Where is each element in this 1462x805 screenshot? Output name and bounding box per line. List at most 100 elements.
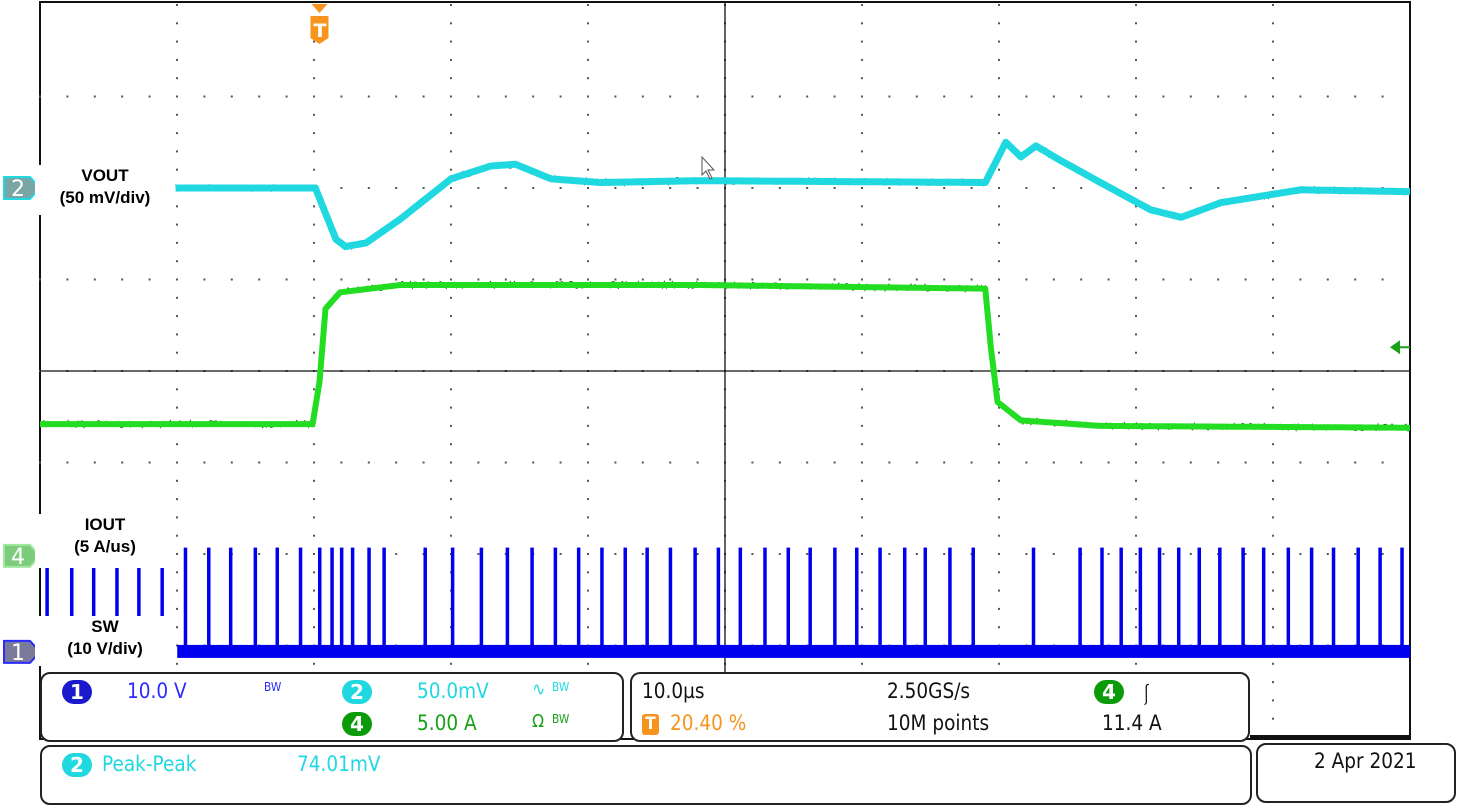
grid-dot [1244,187,1247,189]
grid-dot [998,516,1000,519]
ch2-badge[interactable]: 2 [342,680,372,704]
grid-dot [696,95,699,98]
grid-dot [998,223,1000,226]
iout-trace [39,282,1411,431]
grid-dot [861,58,863,61]
grid-dot [587,589,589,592]
grid-dot [313,315,315,318]
grid-dot [998,424,1000,427]
grid-dot [1135,333,1137,336]
grid-dot [587,479,589,482]
grid-dot [1135,58,1137,61]
sw-pulse [367,547,371,652]
sample-rate: 2.50GS/s [887,679,971,703]
grid-dot [587,424,589,427]
grid-dot [861,132,863,135]
sw-pulse [382,547,386,652]
grid-dot [587,4,589,6]
sw-pulse [902,547,907,652]
grid-dot [313,278,315,281]
grid-dot [1272,571,1274,574]
grid-dot [587,296,589,299]
grid-dot [176,150,178,153]
grid-dot [203,95,206,98]
grid-dot [450,4,452,6]
measurement-readout[interactable]: 2 Peak-Peak 74.01mV [40,745,1252,805]
trigger-position: 20.40 % [670,711,747,735]
grid-dot [1272,241,1274,244]
sw-baseline [177,644,1411,658]
grid-dot [450,187,452,189]
trigger-level: 11.4 A [1102,711,1162,735]
grid-dot [587,95,589,98]
grid-dot [1354,461,1357,464]
grid [39,1,1411,740]
grid-dot [230,278,233,281]
sw-pulse [808,547,812,652]
grid-dot [998,58,1000,61]
grid-dot [285,461,288,464]
grid-dot [1135,95,1137,98]
grid-dot [833,461,836,464]
grid-dot [450,132,452,135]
grid-dot [778,278,781,281]
vertical-readout[interactable]: 1 10.0 V BW 2 50.0mV ∿ BW 4 5.00 A Ω BW [40,672,624,742]
grid-dot [587,113,589,116]
measurement-source-badge[interactable]: 2 [62,753,92,777]
measurement-name: Peak-Peak [102,752,197,776]
grid-dot [1272,4,1274,6]
grid-dot [450,260,452,263]
grid-dot [450,498,452,501]
grid-dot [1299,553,1302,555]
grid-dot [778,95,781,98]
sw-pulse [530,547,534,652]
trigger-source-badge[interactable]: 4 [1094,680,1124,704]
grid-dot [915,553,918,555]
grid-dot [861,589,863,592]
ch4-scale: 5.00 A [417,711,477,735]
grid-dot [861,205,863,208]
grid-dot [587,461,589,464]
grid-dot [93,95,96,98]
sw-pulse [763,547,767,652]
grid-dot [751,95,754,98]
grid-dot [587,241,589,244]
grid-dot [203,553,206,555]
divider [1250,735,1410,740]
grid-dot [176,205,178,208]
grid-dot [1272,681,1274,684]
grid-dot [176,241,178,244]
grid-dot [614,187,617,189]
grid-dot [313,461,315,464]
grid-dot [395,187,398,189]
sw-pulse [137,547,141,652]
ch1-badge[interactable]: 1 [62,680,92,704]
horizontal-readout[interactable]: 10.0µs T 20.40 % 2.50GS/s 10M points 4 ⎰… [630,672,1250,742]
grid-dot [176,589,178,592]
sw-label: SW (10 V/div) [35,616,175,666]
grid-dot [1326,553,1329,555]
grid-dot [313,241,315,244]
grid-dot [450,40,452,43]
grid-dot [1299,461,1302,464]
date: 2 Apr 2021 [1314,749,1417,773]
grid-dot [1244,461,1247,464]
grid-dot [450,150,452,153]
grid-dot [1135,534,1137,537]
grid-dot [587,315,589,318]
grid-dot [943,278,946,281]
sw-pulse [716,547,721,652]
grid-dot [176,461,178,464]
grid-dot [1135,223,1137,226]
grid-dot [450,58,452,61]
grid-dot [833,278,836,281]
grid-dot [504,278,507,281]
sw-pulse [1218,547,1222,652]
grid-dot [1272,461,1274,464]
ch4-badge[interactable]: 4 [342,712,372,736]
traces [39,138,1412,658]
grid-dot [669,461,672,464]
grid-dot [313,589,315,592]
grid-dot [888,461,891,464]
grid-dot [669,95,672,98]
